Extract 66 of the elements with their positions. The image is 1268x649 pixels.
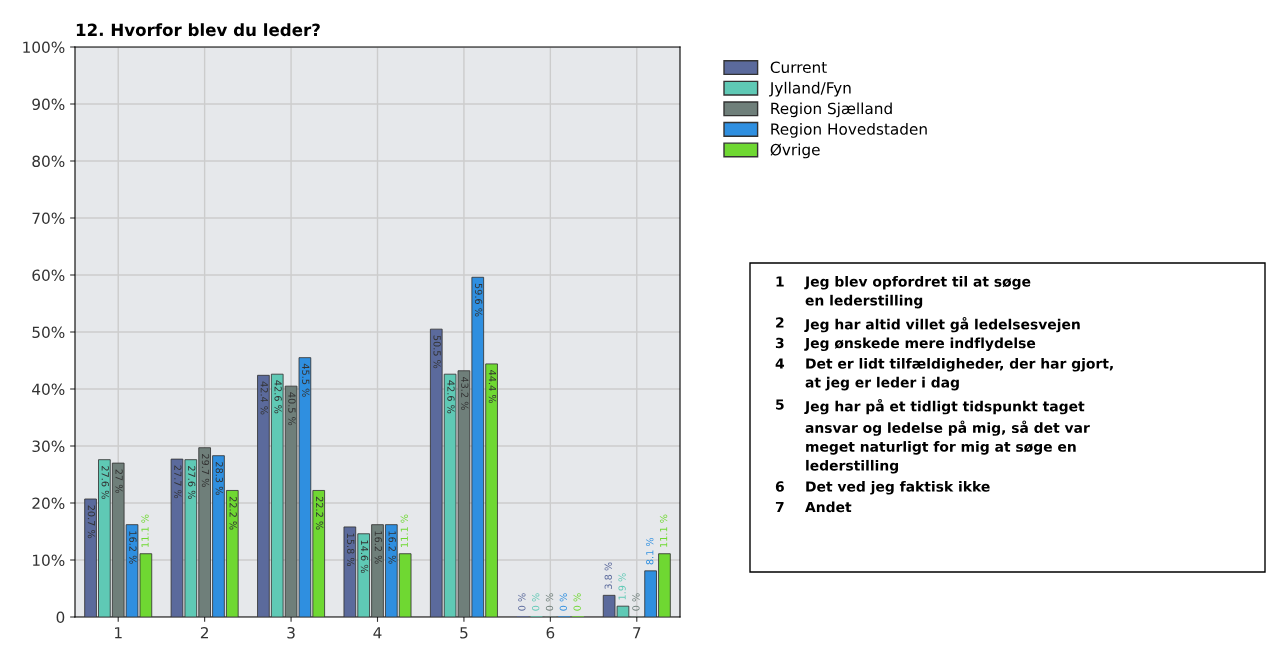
text: 3 Jeg ønskede mere indflydelse bbox=[775, 337, 1036, 352]
y-tick-label: 70% bbox=[32, 212, 65, 225]
data-label: 11.1 % bbox=[141, 514, 149, 547]
data-label: 59.6 % bbox=[474, 283, 483, 317]
data-label: 42.6 % bbox=[447, 380, 455, 414]
data-label: 22.2 % bbox=[229, 496, 237, 530]
data-label: 16.2 % bbox=[388, 531, 396, 564]
data-label: 28.3 % bbox=[215, 462, 223, 495]
data-label: 11.1 % bbox=[659, 514, 668, 547]
data-label: 0 % bbox=[532, 593, 540, 611]
x-tick-label: 2 bbox=[200, 626, 208, 639]
data-label: 44.4 % bbox=[488, 370, 497, 404]
data-label: 0 % bbox=[559, 593, 568, 611]
data-label: 27.6 % bbox=[101, 466, 109, 499]
text: 4 Det er lidt tilfældigheder, der har gjort, at jeg er leder i dag bbox=[775, 358, 1113, 391]
text: 6 Det ved jeg faktisk ikke bbox=[775, 481, 990, 495]
data-label: 0 % bbox=[518, 593, 526, 611]
data-label: 40.5 % bbox=[288, 392, 296, 426]
y-tick-label: 0 bbox=[56, 611, 65, 624]
data-label: 0 % bbox=[545, 593, 554, 611]
data-label: 1.9 % bbox=[618, 573, 626, 600]
x-tick-label: 4 bbox=[373, 627, 382, 639]
legend-label: Current bbox=[770, 61, 827, 74]
data-label: 8.1 % bbox=[646, 537, 654, 565]
data-label: 42.6 % bbox=[274, 380, 282, 414]
legend-label: Øvrige bbox=[770, 143, 820, 159]
legend-label: Jylland/Fyn bbox=[769, 81, 851, 97]
data-label: 42.4 % bbox=[260, 381, 268, 415]
x-tick-label: 3 bbox=[287, 626, 295, 639]
y-tick-label: 10% bbox=[33, 554, 65, 567]
data-label: 11.1 % bbox=[400, 514, 408, 547]
data-label: 16.2 % bbox=[129, 531, 137, 564]
chart-title: 12. Hvorfor blev du leder? bbox=[76, 23, 320, 37]
text: 1 Jeg blev opfordret til at søge en lederstilling bbox=[776, 276, 1031, 309]
legend-label: Region Hovedstaden bbox=[771, 122, 927, 138]
data-label: 0 % bbox=[632, 593, 640, 611]
text: 2 Jeg har altid villet gå ledelsesvejen bbox=[776, 317, 1080, 333]
data-label: 16.2 % bbox=[374, 531, 383, 564]
data-label: 27.6 % bbox=[187, 466, 196, 499]
legend-label: Region Sjælland bbox=[771, 102, 892, 118]
data-label: 29.7 % bbox=[201, 454, 210, 487]
data-label: 27.7 % bbox=[174, 465, 182, 499]
y-tick-label: 20% bbox=[32, 497, 65, 510]
x-tick-label: 6 bbox=[546, 626, 555, 639]
y-tick-label: 90% bbox=[32, 98, 65, 111]
text: 5 Jeg har på et tidligt tidspunkt taget ansvar og ledelse på mig, så det var meget naturligt for mig at søge en lederstilling bbox=[776, 399, 1090, 474]
x-tick-label: 7 bbox=[633, 627, 641, 639]
data-label: 3.8 % bbox=[604, 562, 612, 589]
x-tick-label: 5 bbox=[460, 627, 468, 639]
data-label: 14.6 % bbox=[360, 540, 369, 573]
x-tick-label: 1 bbox=[115, 627, 122, 639]
y-tick-label: 100% bbox=[23, 41, 65, 54]
data-label: 43.2 % bbox=[461, 376, 469, 410]
data-label: 50.5 % bbox=[433, 335, 441, 369]
data-label: 20.7 % bbox=[87, 505, 96, 539]
data-label: 15.8 % bbox=[347, 533, 355, 567]
y-tick-label: 50% bbox=[32, 326, 65, 339]
y-tick-label: 80% bbox=[32, 155, 65, 168]
data-label: 22.2 % bbox=[315, 496, 324, 530]
data-label: 27 % bbox=[115, 469, 123, 493]
y-tick-label: 30% bbox=[32, 440, 65, 453]
text: 7 Andet bbox=[775, 501, 852, 513]
data-label: 0 % bbox=[573, 593, 581, 611]
y-tick-label: 40% bbox=[32, 383, 65, 396]
data-label: 45.5 % bbox=[302, 363, 310, 397]
y-tick-label: 60% bbox=[32, 269, 65, 282]
